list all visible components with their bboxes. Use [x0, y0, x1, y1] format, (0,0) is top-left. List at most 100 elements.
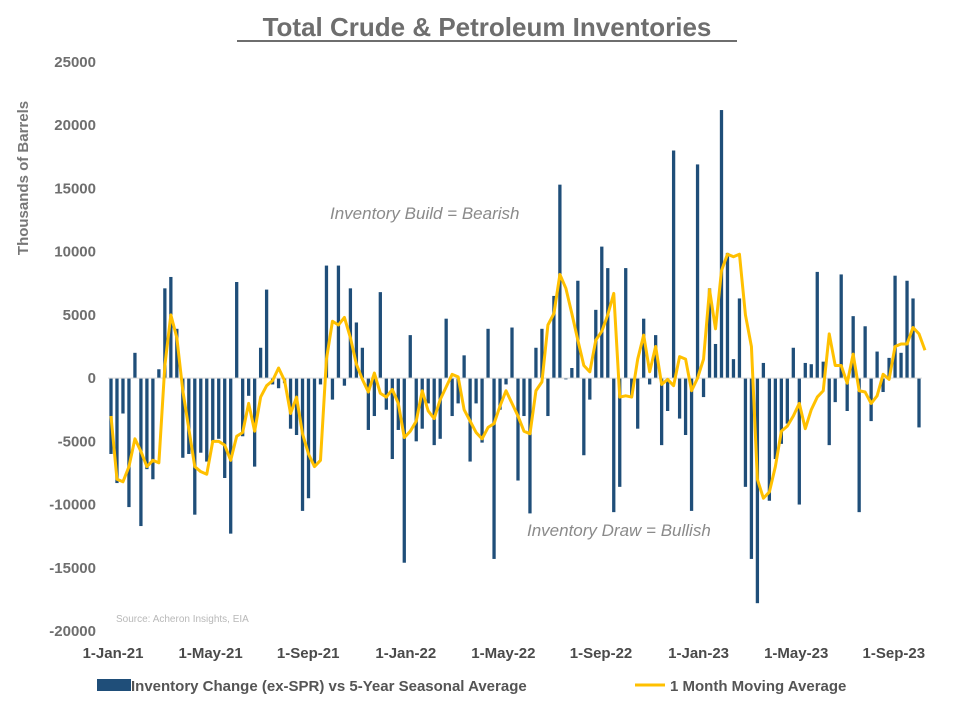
bar [258, 347, 263, 379]
bar [755, 378, 760, 604]
bar [887, 357, 891, 379]
y-axis-ticks: 25000 20000 15000 10000 5000 0 -5000 -10000 -150… [49, 54, 96, 640]
bar [384, 378, 388, 410]
legend: Inventory Change (ex-SPR) vs 5-Year Seas… [97, 678, 846, 695]
bar [438, 378, 442, 439]
bar [127, 378, 131, 508]
bar [761, 362, 766, 379]
bar [642, 318, 646, 379]
bar [252, 378, 257, 467]
bar [713, 343, 718, 379]
y-tick-label: 25000 [54, 54, 96, 71]
bar [546, 378, 550, 417]
bar [211, 378, 215, 442]
bar [318, 378, 323, 385]
bar [588, 378, 592, 400]
bar [492, 378, 496, 559]
bar [336, 265, 341, 379]
bar [552, 295, 556, 379]
bar [444, 318, 448, 379]
bar [510, 327, 514, 379]
annotation-draw-bullish: Inventory Draw = Bullish [527, 521, 711, 540]
bar [648, 378, 652, 385]
bar [659, 378, 664, 446]
bar [235, 282, 239, 379]
bar [205, 378, 209, 462]
bar [821, 361, 825, 379]
bar [636, 378, 640, 429]
x-tick-label: 1-Sep-21 [277, 645, 340, 662]
y-tick-label: -5000 [58, 433, 96, 450]
bar [803, 362, 807, 379]
bar [683, 378, 688, 436]
x-tick-label: 1-May-21 [178, 645, 242, 662]
bar [809, 364, 813, 379]
bar [115, 378, 119, 484]
bar [474, 378, 478, 404]
bar [264, 289, 269, 379]
bar [773, 378, 777, 460]
x-tick-label: 1-Jan-22 [375, 645, 436, 662]
y-tick-label: 20000 [54, 117, 96, 134]
bar [181, 378, 185, 458]
bar [612, 378, 616, 513]
bar [785, 378, 789, 424]
legend-swatch-bars [97, 679, 131, 691]
bar [917, 378, 921, 428]
y-tick-label: 15000 [54, 180, 96, 197]
bar [217, 378, 221, 439]
bar [163, 288, 167, 379]
bar [247, 378, 251, 396]
bar [456, 378, 460, 404]
source-note: Source: Acheron Insights, EIA [116, 614, 249, 625]
bar [791, 347, 795, 379]
bar [360, 347, 365, 379]
bar [390, 378, 394, 460]
bar [875, 351, 879, 379]
bar [654, 335, 658, 379]
y-axis-label: Thousands of Barrels [15, 101, 32, 255]
bar [540, 328, 544, 379]
bar [486, 328, 490, 379]
bar [145, 378, 149, 470]
bar [743, 378, 748, 487]
x-axis-ticks: 1-Jan-21 1-May-21 1-Sep-21 1-Jan-22 1-May-22… [83, 645, 926, 662]
x-tick-label: 1-Sep-22 [570, 645, 633, 662]
x-tick-label: 1-Jan-21 [83, 645, 144, 662]
bar [851, 316, 855, 379]
x-tick-label: 1-May-22 [471, 645, 535, 662]
bar [408, 335, 412, 379]
bar [528, 378, 532, 514]
bar [300, 378, 305, 511]
bar [450, 378, 454, 417]
bar [911, 298, 915, 379]
bar [839, 274, 843, 379]
y-tick-label: -10000 [49, 497, 96, 514]
bar [199, 378, 203, 453]
bar [905, 280, 909, 379]
bar [707, 288, 712, 379]
moving-average-line [109, 252, 927, 500]
bar [737, 298, 742, 379]
bar [420, 378, 424, 429]
bar [689, 378, 694, 511]
bar [330, 378, 335, 400]
bar [324, 265, 329, 379]
bar [294, 378, 299, 436]
bar [624, 268, 628, 379]
bar [522, 378, 526, 417]
bar [815, 271, 819, 379]
bar [564, 378, 568, 380]
annotation-build-bearish: Inventory Build = Bearish [330, 204, 519, 223]
bar [845, 378, 849, 411]
bar [193, 378, 197, 515]
bar [827, 378, 831, 446]
bar [719, 110, 724, 379]
bar [378, 292, 382, 379]
bar [157, 369, 161, 379]
bar [899, 352, 903, 379]
bar [893, 275, 897, 379]
x-tick-label: 1-Sep-23 [863, 645, 926, 662]
bar [665, 378, 670, 411]
